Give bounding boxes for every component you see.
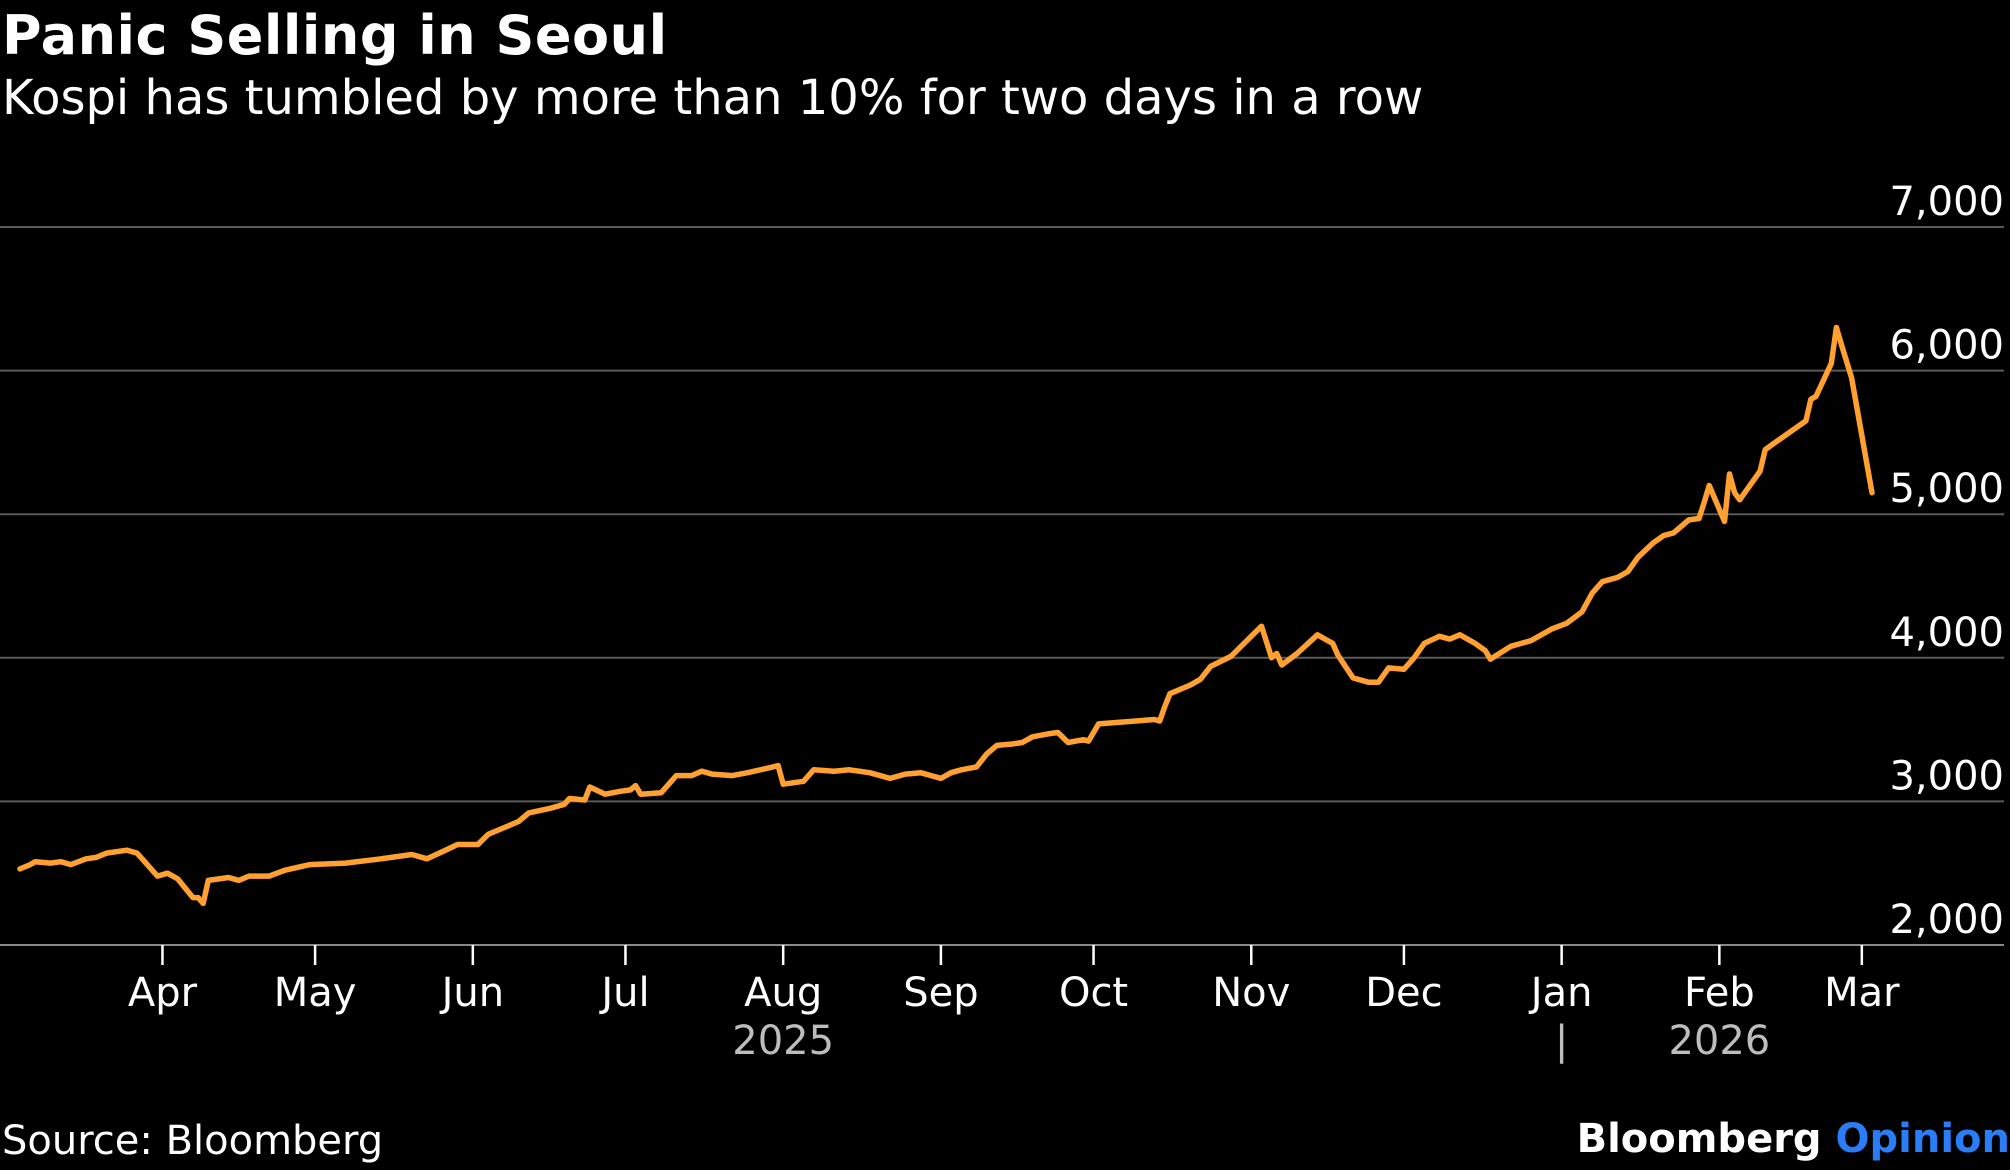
y-tick-label: 7,000 bbox=[1889, 179, 2004, 225]
year-label: 2025 bbox=[732, 1018, 834, 1064]
gridlines bbox=[0, 226, 2004, 946]
year-label: 2026 bbox=[1668, 1018, 1770, 1064]
x-tick-label: Feb bbox=[1684, 970, 1755, 1016]
x-tick-label: Jun bbox=[439, 970, 505, 1016]
x-tick-label: Dec bbox=[1365, 970, 1442, 1016]
kospi-series-line bbox=[17, 324, 1875, 907]
y-tick-label: 6,000 bbox=[1889, 323, 2004, 369]
x-tick-label: May bbox=[274, 970, 357, 1016]
x-tick-label: Aug bbox=[744, 970, 822, 1016]
x-tick-label: Jul bbox=[598, 970, 649, 1016]
brand-accent: Opinion bbox=[1835, 1116, 2010, 1162]
series-lines bbox=[17, 324, 1875, 907]
x-tick-label: Nov bbox=[1212, 970, 1290, 1016]
y-tick-label: 2,000 bbox=[1889, 897, 2004, 943]
chart-title: Panic Selling in Seoul bbox=[2, 4, 668, 67]
x-tick-label: Mar bbox=[1824, 970, 1900, 1016]
x-tick-label: Sep bbox=[903, 970, 978, 1016]
brand-name: Bloomberg bbox=[1576, 1116, 1822, 1162]
y-tick-label: 4,000 bbox=[1889, 610, 2004, 656]
chart-subtitle: Kospi has tumbled by more than 10% for t… bbox=[2, 70, 1424, 126]
source-note: Source: Bloomberg bbox=[2, 1118, 384, 1164]
y-tick-label: 3,000 bbox=[1889, 753, 2004, 799]
x-axis: Apr May Jun Jul Aug Sep Oct Nov Dec Jan Feb Mar 2025… bbox=[128, 945, 1900, 1064]
year-divider: | bbox=[1555, 1018, 1568, 1064]
x-tick-label: Jan bbox=[1528, 970, 1593, 1016]
brand-logo: Bloomberg Opinion bbox=[1577, 1116, 2010, 1162]
y-tick-label: 5,000 bbox=[1889, 466, 2004, 512]
x-tick-label: Apr bbox=[128, 970, 198, 1016]
y-axis-tick-labels: 2,000 3,000 4,000 5,000 6,000 7,000 bbox=[1889, 179, 2004, 943]
x-tick-label: Oct bbox=[1059, 970, 1128, 1016]
